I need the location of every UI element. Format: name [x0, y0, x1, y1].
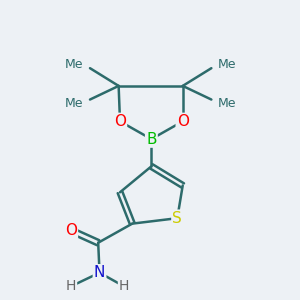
Text: O: O	[114, 114, 126, 129]
Text: Me: Me	[65, 97, 83, 110]
Text: O: O	[65, 223, 77, 238]
Text: N: N	[94, 265, 105, 280]
Text: Me: Me	[218, 58, 237, 70]
Text: S: S	[172, 211, 182, 226]
Text: O: O	[177, 114, 189, 129]
Text: H: H	[66, 279, 76, 293]
Text: H: H	[119, 279, 129, 293]
Text: B: B	[146, 132, 157, 147]
Text: Me: Me	[65, 58, 83, 70]
Text: Me: Me	[218, 97, 237, 110]
